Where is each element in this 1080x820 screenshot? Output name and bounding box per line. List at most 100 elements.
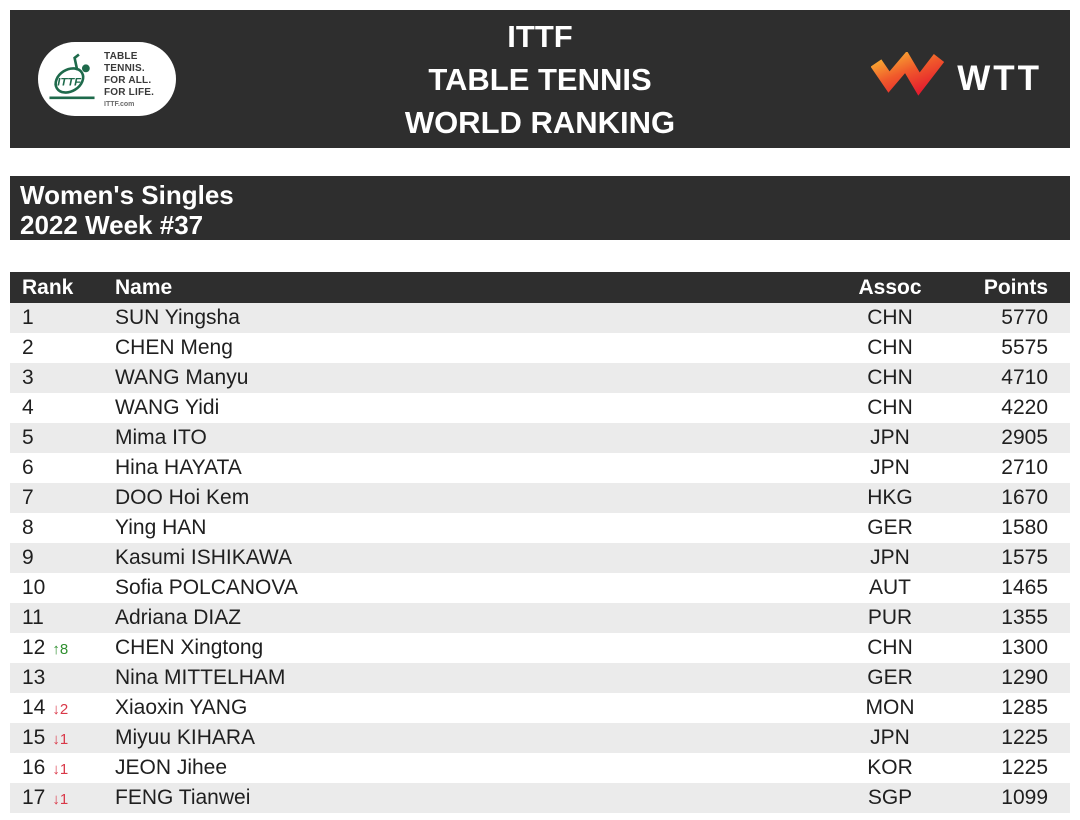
- association-code: JPN: [870, 426, 910, 449]
- table-row: 16 ↓1 JEON Jihee KOR 1225: [10, 753, 1070, 783]
- points-value: 1670: [1001, 486, 1048, 509]
- player-name: Ying HAN: [115, 516, 207, 539]
- points-value: 1285: [1001, 696, 1048, 719]
- ittf-site-label: ITTF.com: [104, 100, 135, 108]
- rank-value: 1: [22, 306, 34, 329]
- rank-cell: 9: [10, 546, 115, 570]
- association-code: HKG: [867, 486, 913, 509]
- rank-change-down-icon: ↓1: [52, 730, 69, 748]
- rank-cell: 17 ↓1: [10, 786, 115, 810]
- player-name: CHEN Meng: [115, 336, 233, 359]
- table-row: 3 WANG Manyu CHN 4710: [10, 363, 1070, 393]
- wtt-mark-icon: [870, 50, 945, 107]
- rank-cell: 1: [10, 306, 115, 330]
- table-row: 1 SUN Yingsha CHN 5770: [10, 303, 1070, 333]
- title-line-1: ITTF: [507, 18, 573, 54]
- rank-cell: 6: [10, 456, 115, 480]
- association-code: GER: [867, 666, 913, 689]
- player-name: JEON Jihee: [115, 756, 228, 779]
- rank-value: 11: [22, 606, 44, 629]
- event-subtitle-bar: Women's Singles 2022 Week #37: [10, 176, 1070, 240]
- rank-value: 5: [22, 426, 34, 449]
- table-row: 9 Kasumi ISHIKAWA JPN 1575: [10, 543, 1070, 573]
- rank-value: 10: [22, 576, 46, 599]
- event-category: Women's Singles: [20, 179, 234, 210]
- points-value: 1225: [1001, 756, 1048, 779]
- association-code: JPN: [870, 546, 910, 569]
- association-code: CHN: [867, 306, 913, 329]
- rank-cell: 15 ↓1: [10, 726, 115, 750]
- rank-cell: 14 ↓2: [10, 696, 115, 720]
- points-value: 1355: [1001, 606, 1048, 629]
- table-row: 5 Mima ITO JPN 2905: [10, 423, 1070, 453]
- rank-cell: 11: [10, 606, 115, 630]
- player-name: Kasumi ISHIKAWA: [115, 546, 292, 569]
- rank-value: 4: [22, 396, 34, 419]
- title-line-2: TABLE TENNIS: [428, 61, 652, 97]
- association-code: AUT: [869, 576, 911, 599]
- rank-change-up-icon: ↑8: [52, 640, 69, 658]
- table-row: 17 ↓1 FENG Tianwei SGP 1099: [10, 783, 1070, 813]
- column-header-rank: Rank: [22, 275, 74, 299]
- rank-cell: 8: [10, 516, 115, 540]
- rank-cell: 10: [10, 576, 115, 600]
- ittf-slogan-line: FOR LIFE.: [104, 86, 155, 98]
- rank-value: 8: [22, 516, 34, 539]
- points-value: 1225: [1001, 726, 1048, 749]
- points-value: 1465: [1001, 576, 1048, 599]
- points-value: 1300: [1001, 636, 1048, 659]
- ittf-slogan-line: FOR ALL.: [104, 74, 152, 86]
- rank-change-down-icon: ↓1: [52, 760, 69, 778]
- rank-value: 2: [22, 336, 34, 359]
- points-value: 4220: [1001, 396, 1048, 419]
- table-row: 7 DOO Hoi Kem HKG 1670: [10, 483, 1070, 513]
- player-name: Miyuu KIHARA: [115, 726, 256, 749]
- points-value: 2905: [1001, 426, 1048, 449]
- rank-value: 3: [22, 366, 34, 389]
- rank-value: 17: [22, 786, 46, 809]
- association-code: PUR: [867, 606, 913, 629]
- player-name: Mima ITO: [115, 426, 207, 449]
- rank-cell: 7: [10, 486, 115, 510]
- association-code: JPN: [870, 456, 910, 479]
- rank-value: 9: [22, 546, 34, 569]
- ittf-logo: ITTF TABLE TENNIS. FOR ALL. FOR LIFE. IT…: [38, 42, 176, 116]
- rank-cell: 2: [10, 336, 115, 360]
- association-code: MON: [865, 696, 915, 719]
- rank-cell: 12 ↑8: [10, 636, 115, 660]
- player-name: CHEN Xingtong: [115, 636, 264, 659]
- association-code: CHN: [867, 636, 913, 659]
- ittf-slogan-line: TABLE TENNIS.: [104, 50, 145, 74]
- rank-value: 15: [22, 726, 46, 749]
- points-value: 1580: [1001, 516, 1048, 539]
- rank-cell: 4: [10, 396, 115, 420]
- top-banner: ITTF TABLE TENNIS WORLD RANKING ITTF TAB…: [10, 10, 1070, 148]
- table-row: 13 Nina MITTELHAM GER 1290: [10, 663, 1070, 693]
- table-row: 2 CHEN Meng CHN 5575: [10, 333, 1070, 363]
- rank-cell: 16 ↓1: [10, 756, 115, 780]
- association-code: CHN: [867, 366, 913, 389]
- association-code: KOR: [867, 756, 913, 779]
- rank-value: 16: [22, 756, 46, 779]
- table-row: 10 Sofia POLCANOVA AUT 1465: [10, 573, 1070, 603]
- column-header-assoc: Assoc: [858, 275, 922, 299]
- points-value: 1099: [1001, 786, 1048, 809]
- column-header-points: Points: [983, 275, 1048, 299]
- ranking-table: Rank Name Assoc Points 1 SUN Yingsha CHN 57…: [10, 272, 1070, 813]
- rank-value: 7: [22, 486, 34, 509]
- table-row: 8 Ying HAN GER 1580: [10, 513, 1070, 543]
- rank-cell: 5: [10, 426, 115, 450]
- association-code: JPN: [870, 726, 910, 749]
- wtt-wordmark: WTT: [957, 59, 1042, 98]
- svg-text:ITTF: ITTF: [57, 76, 82, 88]
- association-code: SGP: [867, 786, 913, 809]
- wtt-logo: WTT: [870, 50, 1042, 107]
- points-value: 1575: [1001, 546, 1048, 569]
- table-row: 14 ↓2 Xiaoxin YANG MON 1285: [10, 693, 1070, 723]
- title-line-3: WORLD RANKING: [404, 104, 676, 140]
- table-row: 11 Adriana DIAZ PUR 1355: [10, 603, 1070, 633]
- rank-cell: 13: [10, 666, 115, 690]
- rank-change-down-icon: ↓1: [52, 790, 69, 808]
- rank-value: 6: [22, 456, 34, 479]
